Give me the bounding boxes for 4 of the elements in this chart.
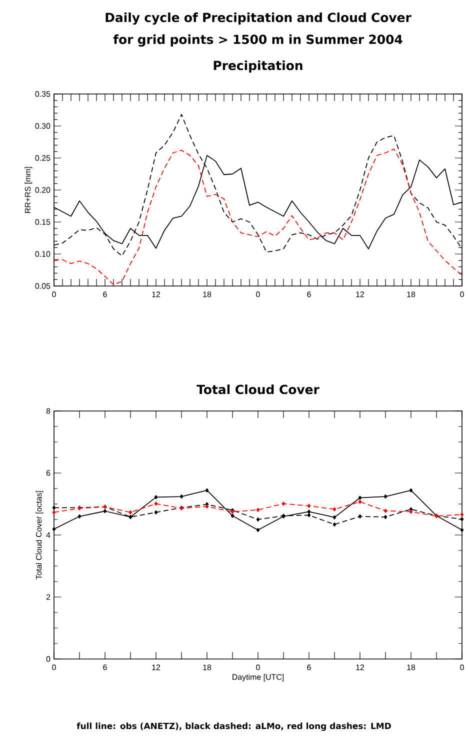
chart-subtitle: Precipitation (214, 60, 302, 73)
text: full line: obs (ANETZ), black dashed: aLMo, red long dashes: LMD (76, 722, 391, 731)
chart-title: Total Cloud Cover (196, 384, 320, 394)
chart-title: Daily cycle of Precipitation and Cloud Cover for grid points > 1500 m in Summer 2004 (106, 12, 412, 47)
